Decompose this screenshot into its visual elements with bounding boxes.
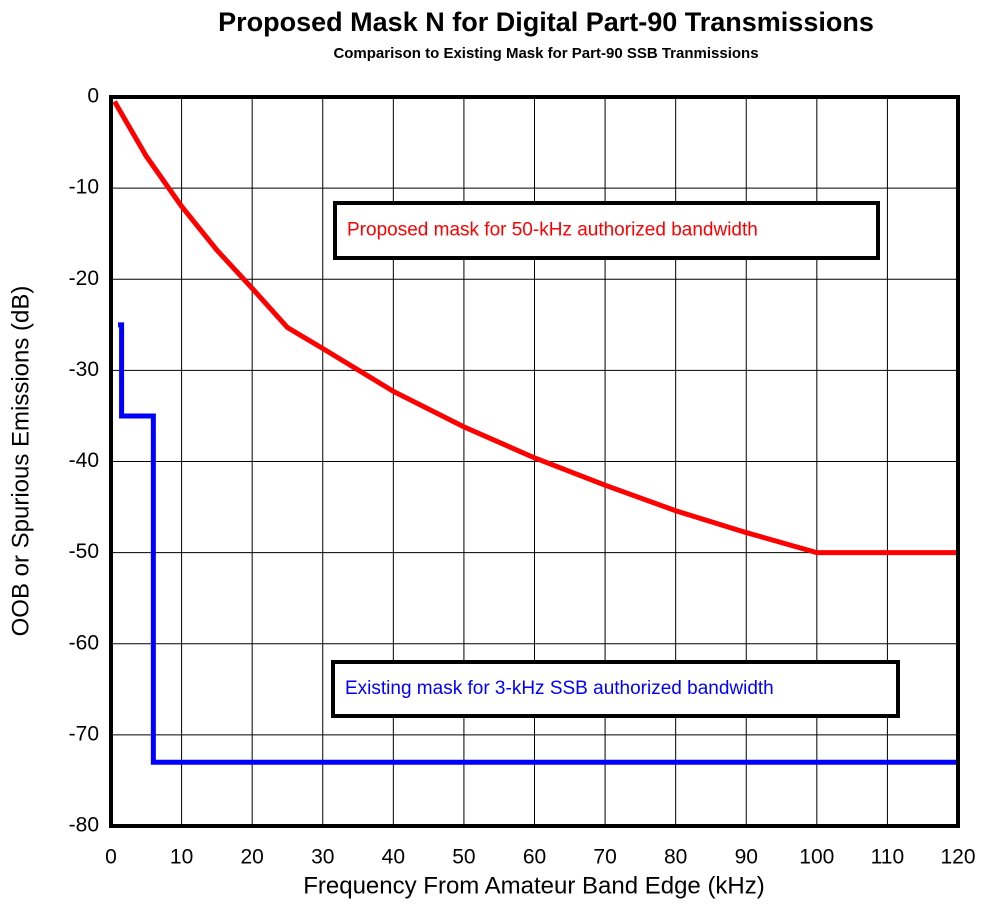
y-tick-label: -80 [69, 814, 99, 837]
x-tick-label: 120 [940, 846, 975, 869]
x-tick-label: 90 [735, 846, 758, 869]
x-axis-label: Frequency From Amateur Band Edge (kHz) [303, 872, 765, 899]
chart-title: Proposed Mask N for Digital Part-90 Tran… [218, 7, 874, 37]
y-tick-label: -30 [69, 358, 99, 381]
annotation-box [333, 201, 880, 260]
x-tick-label: 20 [240, 846, 263, 869]
y-tick-label: -70 [69, 722, 99, 745]
chart-subtitle: Comparison to Existing Mask for Part-90 … [333, 45, 758, 62]
x-tick-label: 30 [311, 846, 334, 869]
y-tick-label: -20 [69, 267, 99, 290]
y-tick-label: 0 [87, 85, 99, 108]
x-tick-label: 40 [382, 846, 405, 869]
y-tick-label: -50 [69, 540, 99, 563]
x-tick-label: 80 [664, 846, 687, 869]
x-tick-label: 50 [452, 846, 475, 869]
plot-frame [109, 95, 960, 828]
legend-label: Proposed mask for 50-kHz authorized band… [347, 220, 758, 241]
x-tick-label: 10 [170, 846, 193, 869]
x-tick-label: 110 [871, 846, 904, 869]
y-tick-label: -10 [69, 176, 99, 199]
y-axis-label: OOB or Spurious Emissions (dB) [7, 286, 34, 637]
annotation-box [331, 660, 900, 718]
x-tick-label: 100 [799, 846, 834, 869]
y-tick-label: -40 [69, 449, 99, 472]
legend-label: Existing mask for 3-kHz SSB authorized b… [345, 678, 774, 699]
line-series [118, 322, 958, 765]
y-tick-label: -60 [69, 631, 99, 654]
x-tick-label: 60 [523, 846, 546, 869]
line-series [112, 100, 958, 556]
x-tick-label: 0 [105, 846, 117, 869]
x-tick-label: 70 [593, 846, 616, 869]
